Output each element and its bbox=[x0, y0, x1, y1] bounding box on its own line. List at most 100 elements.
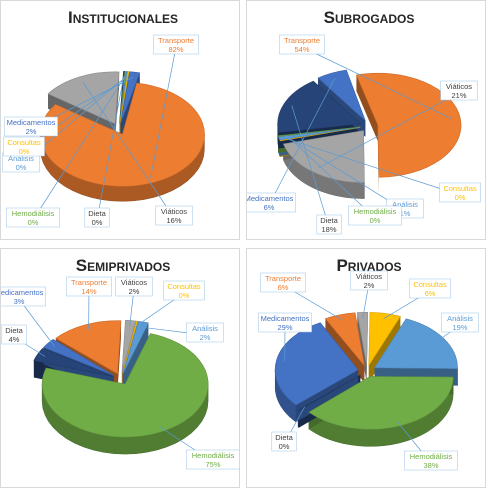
pie-slices bbox=[40, 70, 205, 202]
slice-label-transporte: Transporte bbox=[158, 36, 194, 45]
slice-label-consultas: Consultas bbox=[413, 280, 447, 289]
slice-label-medicamentos: Medicamentos bbox=[7, 118, 56, 127]
label-box-dieta bbox=[271, 431, 297, 452]
chart-title: Institucionales bbox=[68, 8, 178, 27]
pie-labels: Transporte54%Viáticos21%Consultas0%Análi… bbox=[247, 34, 481, 235]
panel-privados: Privados Transporte 6% Viáticos 2% Consultas… bbox=[246, 248, 486, 488]
leader-line-dieta bbox=[291, 105, 330, 228]
slice-value-consultas: 0% bbox=[455, 193, 466, 202]
slice-value-medicamentos: 2% bbox=[26, 127, 37, 136]
slice-value-analisis: 19% bbox=[452, 323, 467, 332]
leader-line-hemodialisis bbox=[286, 134, 376, 219]
label-box-medicamentos bbox=[258, 312, 312, 333]
slice-value-viaticos: 16% bbox=[166, 216, 181, 225]
pie-slices bbox=[33, 319, 209, 455]
slice-value-transporte: 82% bbox=[168, 45, 183, 54]
slice-label-viaticos: Viáticos bbox=[161, 207, 187, 216]
label-box-medicamentos bbox=[1, 286, 46, 307]
slice-label-medicamentos: Medicamentos bbox=[1, 288, 44, 297]
slice-value-consultas: 0% bbox=[19, 147, 30, 156]
slice-value-medicamentos: 3% bbox=[14, 297, 25, 306]
slice-value-viaticos: 2% bbox=[129, 287, 140, 296]
pie-slice-hemodialisis bbox=[308, 376, 454, 430]
slice-label-medicamentos: Medicamentos bbox=[247, 194, 294, 203]
slice-label-transporte: Transporte bbox=[71, 278, 107, 287]
pie-slice-hemodialisis bbox=[41, 333, 209, 438]
slice-value-analisis: 0% bbox=[16, 163, 27, 172]
pie-slices bbox=[274, 311, 458, 447]
slice-label-dieta: Dieta bbox=[88, 209, 106, 218]
leader-line-transporte bbox=[150, 46, 177, 178]
slice-value-medicamentos: 29% bbox=[277, 323, 292, 332]
pie-slice-dieta bbox=[297, 374, 361, 411]
pie-cut-medicamentos-0 bbox=[296, 369, 359, 422]
label-box-dieta bbox=[1, 324, 27, 345]
slice-value-hemodialisis: 0% bbox=[28, 218, 39, 227]
label-box-analisis bbox=[186, 322, 224, 343]
slice-value-dieta: 0% bbox=[279, 442, 290, 451]
leader-line-medicamentos bbox=[18, 298, 55, 347]
slice-value-analisis: 1% bbox=[400, 209, 411, 218]
slice-value-dieta: 0% bbox=[92, 218, 103, 227]
label-box-dieta bbox=[84, 207, 110, 228]
slice-label-hemodialisis: Hemodiálisis bbox=[192, 451, 235, 460]
pie-chart-semiprivados: Semiprivados Transporte14%Viáticos2%Cons… bbox=[1, 256, 240, 470]
slice-value-transporte: 6% bbox=[278, 283, 289, 292]
pie-slice-analisis bbox=[373, 318, 458, 369]
slice-label-viaticos: Viáticos bbox=[446, 82, 472, 91]
pie-slice-transporte bbox=[55, 320, 122, 375]
slice-value-viaticos: 21% bbox=[451, 91, 466, 100]
leader-line-medicamentos bbox=[268, 77, 336, 206]
pie-slice-transporte bbox=[324, 312, 365, 367]
panel-subrogados: Subrogados Transporte 54% Viáticos 21% Consu… bbox=[246, 0, 486, 240]
slice-value-analisis: 2% bbox=[200, 333, 211, 342]
label-box-hemodialisis bbox=[6, 207, 60, 228]
slice-value-consultas: 6% bbox=[425, 289, 436, 298]
label-box-viaticos bbox=[350, 270, 388, 291]
slice-label-analisis: Análisis bbox=[392, 200, 418, 209]
leader-line-dieta bbox=[96, 76, 125, 221]
slice-value-hemodialisis: 0% bbox=[370, 216, 381, 225]
slice-value-hemodialisis: 38% bbox=[423, 461, 438, 470]
pie-slice-medicamentos bbox=[120, 71, 141, 124]
slice-label-hemodialisis: Hemodiálisis bbox=[12, 209, 55, 218]
label-box-viaticos bbox=[440, 80, 478, 101]
label-box-consultas bbox=[409, 278, 451, 299]
leader-line-transporte bbox=[301, 46, 453, 120]
pie-labels: Transporte82%Viáticos16%Dieta0%Hemodiáli… bbox=[2, 34, 199, 228]
pie-slice-consultas bbox=[122, 320, 139, 374]
label-box-hemodialisis bbox=[186, 449, 240, 470]
pie-slice-viaticos bbox=[356, 311, 369, 366]
label-box-medicamentos bbox=[4, 116, 58, 137]
chart-title: Semiprivados bbox=[76, 256, 170, 275]
pie-slices bbox=[277, 69, 462, 199]
pie-slice-viaticos bbox=[47, 71, 120, 125]
label-box-medicamentos bbox=[247, 192, 296, 213]
chart-title: Privados bbox=[336, 256, 401, 275]
slice-label-viaticos: Viáticos bbox=[356, 272, 382, 281]
slice-value-transporte: 54% bbox=[294, 45, 309, 54]
slice-label-transporte: Transporte bbox=[265, 274, 301, 283]
label-box-dieta bbox=[316, 214, 342, 235]
label-box-consultas bbox=[163, 280, 205, 301]
label-box-transporte bbox=[153, 34, 199, 55]
pie-slice-hemodialisis bbox=[277, 126, 361, 137]
label-box-analisis bbox=[441, 312, 479, 333]
pie-slice-consultas bbox=[368, 312, 401, 367]
slice-value-viaticos: 2% bbox=[364, 281, 375, 290]
label-box-hemodialisis bbox=[348, 205, 402, 226]
pie-slice-medicamentos bbox=[317, 69, 366, 121]
leader-line-analisis bbox=[287, 136, 406, 212]
leader-line-consultas bbox=[287, 138, 461, 196]
label-box-viaticos bbox=[115, 276, 153, 297]
slice-value-dieta: 18% bbox=[321, 225, 336, 234]
slice-label-dieta: Dieta bbox=[275, 433, 293, 442]
pie-slice-transporte bbox=[355, 72, 462, 178]
slice-label-analisis: Análisis bbox=[192, 324, 218, 333]
slice-value-medicamentos: 6% bbox=[264, 203, 275, 212]
slice-label-analisis: Análisis bbox=[8, 154, 34, 163]
slice-label-analisis: Análisis bbox=[447, 314, 473, 323]
